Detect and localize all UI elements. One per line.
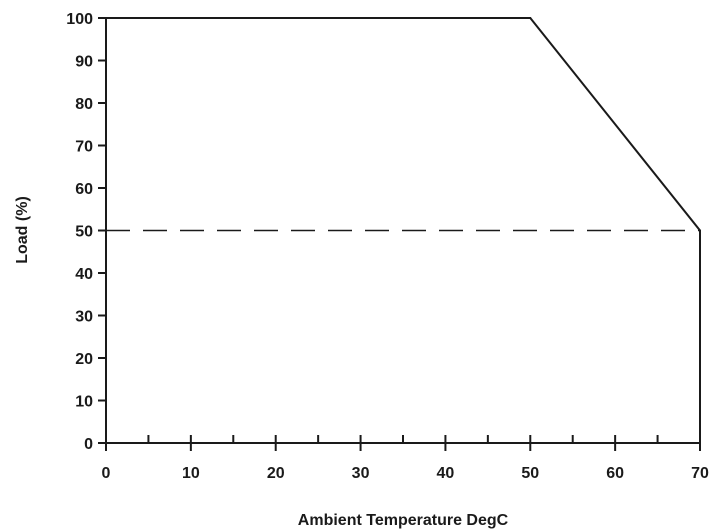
data-point [699,229,701,232]
y-tick-label: 20 [75,351,93,368]
series [105,17,701,444]
x-tick-label: 40 [437,465,455,482]
x-axis-title: Ambient Temperature DegC [298,512,509,529]
data-point [105,17,107,19]
ticks: 0 10 20 30 40 50 60 70 80 90 100 0 10 20 30 40 50 60 70 [66,11,709,482]
x-tick-label: 20 [267,465,285,482]
x-tick-label: 0 [102,465,111,482]
y-tick-label: 0 [84,436,93,453]
x-tick-label: 50 [521,465,539,482]
y-axis-title: Load (%) [14,196,31,264]
data-point [529,17,532,19]
x-tick-label: 70 [691,465,709,482]
y-tick-label: 10 [75,394,93,411]
x-tick-label: 10 [182,465,200,482]
y-tick-label: 30 [75,309,93,326]
series-line [106,17,701,443]
y-tick-label: 90 [75,54,93,71]
y-tick-label: 40 [75,266,93,283]
y-tick-label: 50 [75,224,93,241]
y-tick-label: 60 [75,181,93,198]
data-point [699,442,701,444]
y-tick-label: 80 [75,96,93,113]
y-tick-label: 70 [75,139,93,156]
y-tick-label: 100 [66,11,93,28]
x-tick-label: 60 [606,465,624,482]
x-tick-label: 30 [352,465,370,482]
